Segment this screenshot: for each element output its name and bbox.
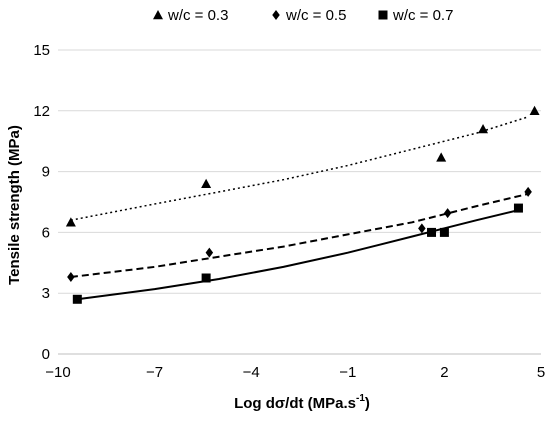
data-point-series-2 [205, 247, 214, 258]
data-point-series-3 [427, 227, 437, 237]
legend-label: w/c = 0.3 [167, 7, 228, 24]
x-tick-label: −7 [146, 364, 163, 381]
data-point-series-2 [443, 208, 452, 219]
data-point-series-2 [67, 271, 75, 282]
data-point-series-1 [478, 124, 489, 134]
trend-lines [70, 116, 529, 301]
legend: w/c = 0.3 w/c = 0.5 w/c = 0.7 [153, 7, 453, 24]
x-tick-label: −10 [45, 364, 70, 381]
data-point-series-3 [201, 273, 211, 283]
data-point-series-2 [524, 186, 532, 197]
legend-marker [272, 10, 280, 20]
x-tick-label: −4 [243, 364, 260, 381]
y-tick-label: 15 [33, 42, 50, 59]
y-axis-title: Tensile strength (MPa) [6, 125, 23, 285]
legend-marker [153, 10, 163, 20]
data-point-series-3 [72, 294, 82, 304]
trendline-series-2 [70, 192, 529, 278]
legend-marker [378, 10, 388, 20]
y-tick-label: 6 [42, 224, 50, 241]
data-markers [65, 105, 540, 304]
x-tick-labels: −10 −7 −4 −1 2 5 [45, 364, 545, 381]
data-point-series-3 [439, 227, 449, 237]
x-tick-label: −1 [339, 364, 356, 381]
legend-item-series-1: w/c = 0.3 [153, 7, 228, 24]
y-tick-label: 0 [42, 346, 50, 363]
y-tick-labels: 0 3 6 9 12 15 [33, 42, 50, 363]
gridlines [58, 49, 541, 294]
legend-label: w/c = 0.7 [392, 7, 453, 24]
x-tick-label: 2 [440, 364, 448, 381]
x-tick-label: 5 [537, 364, 545, 381]
data-point-series-1 [201, 178, 212, 189]
trendline-series-3 [77, 209, 519, 301]
legend-item-series-3: w/c = 0.7 [378, 7, 453, 24]
data-point-series-1 [436, 152, 447, 162]
trendline-series-1 [70, 116, 529, 221]
data-point-series-2 [418, 223, 426, 234]
x-axis-title: Log dσ/dt (MPa.s-1) [234, 393, 370, 412]
y-tick-label: 9 [42, 164, 50, 181]
data-point-series-3 [513, 203, 523, 213]
legend-label: w/c = 0.5 [285, 7, 346, 24]
legend-item-series-2: w/c = 0.5 [272, 7, 346, 24]
y-tick-label: 3 [42, 285, 50, 302]
y-tick-label: 12 [33, 103, 50, 120]
data-point-series-1 [65, 217, 76, 227]
data-point-series-1 [529, 105, 540, 116]
